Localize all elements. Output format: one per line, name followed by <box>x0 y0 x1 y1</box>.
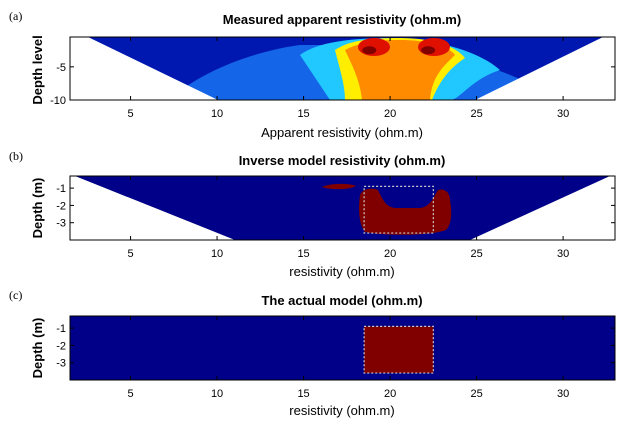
panel-a-ytick-label: -10 <box>50 95 66 107</box>
panel-c-xlabel: resistivity (ohm.m) <box>289 403 394 418</box>
panel-b-mask-left <box>70 176 235 240</box>
panel-a-heatmap <box>70 37 615 100</box>
panel-c-background <box>70 316 615 380</box>
panel-c-title: The actual model (ohm.m) <box>261 293 422 308</box>
panel-c-ylabel: Depth (m) <box>30 318 45 379</box>
panel-c-xtick-label: 25 <box>470 388 482 400</box>
panel-c-xtick-label: 30 <box>557 388 569 400</box>
panel-b-xtick-label: 15 <box>297 248 309 260</box>
panel-b-anomaly <box>359 188 452 235</box>
panel-b-x-ticks: 5 10 15 20 25 30 <box>127 176 569 260</box>
panel-c-heatmap <box>70 316 615 380</box>
panel-c: (c) The actual model (ohm.m) 5 10 15 20 25 30… <box>9 288 616 418</box>
panel-a-title: Measured apparent resistivity (ohm.m) <box>223 12 461 27</box>
panel-b-xtick-label: 10 <box>211 248 223 260</box>
panel-a-letter: (a) <box>9 9 22 23</box>
panel-b-xtick-label: 25 <box>470 248 482 260</box>
panel-c-x-ticks: 5 10 15 20 25 30 <box>127 316 569 400</box>
panel-a-anomaly-peak <box>362 46 377 55</box>
panel-b-ytick-label: -1 <box>56 183 66 195</box>
panel-a-zone-red-right <box>418 38 450 56</box>
panel-b-axes-box <box>69 175 616 241</box>
panel-a-xtick-label: 15 <box>297 108 309 120</box>
panel-a-zone-red-left <box>358 38 390 56</box>
panel-c-xtick-label: 15 <box>297 388 309 400</box>
panel-b-mask-right <box>470 176 615 240</box>
panel-c-xtick-label: 10 <box>211 388 223 400</box>
panel-c-ytick-label: -2 <box>56 340 66 352</box>
panel-c-ytick-label: -1 <box>56 323 66 335</box>
panel-a-mask-right <box>475 37 615 100</box>
panel-a-xtick-label: 30 <box>557 108 569 120</box>
panel-a-mask-left <box>70 37 218 100</box>
panel-a: (a) Measured apparent resistivity (ohm.m… <box>9 9 616 140</box>
panel-b-anomaly-streak <box>322 183 356 190</box>
panel-a-anomaly-peak <box>421 46 436 55</box>
panel-a-y-ticks: -5 -10 <box>50 62 615 107</box>
panel-c-axes-box <box>69 315 616 381</box>
panel-b-y-ticks: -1 -2 -3 <box>56 183 615 230</box>
panel-b-xtick-label: 5 <box>127 248 133 260</box>
panel-b-ytick-label: -3 <box>56 218 66 230</box>
panel-a-ytick-label: -5 <box>56 62 66 74</box>
panel-b-ytick-label: -2 <box>56 200 66 212</box>
panel-a-anomalies <box>362 46 436 55</box>
panel-b-letter: (b) <box>9 149 23 163</box>
panel-c-actual-outline <box>363 325 434 374</box>
panel-c-xtick-label: 20 <box>384 388 396 400</box>
panel-b: (b) Inverse model resistivity (ohm.m) 5 1… <box>9 149 616 279</box>
panel-c-xtick-label: 5 <box>127 388 133 400</box>
panel-c-y-ticks: -1 -2 -3 <box>56 323 615 370</box>
panel-b-title: Inverse model resistivity (ohm.m) <box>239 153 446 168</box>
panel-a-xtick-label: 10 <box>211 108 223 120</box>
panel-b-ylabel: Depth (m) <box>30 178 45 239</box>
panel-c-anomaly <box>364 326 434 374</box>
panel-a-xtick-label: 25 <box>470 108 482 120</box>
panel-b-actual-outline <box>363 185 434 234</box>
panel-a-axes-box <box>69 36 616 101</box>
panel-c-ytick-label: -3 <box>56 358 66 370</box>
panel-a-xtick-label: 20 <box>384 108 396 120</box>
panel-b-heatmap <box>70 176 615 240</box>
panel-a-x-ticks: 5 10 15 20 25 30 <box>127 37 569 120</box>
panel-a-ylabel: Depth level <box>30 35 45 104</box>
panel-a-xtick-label: 5 <box>127 108 133 120</box>
panel-c-letter: (c) <box>9 288 22 302</box>
panel-b-xtick-label: 30 <box>557 248 569 260</box>
panel-a-xlabel: Apparent resistivity (ohm.m) <box>261 125 423 140</box>
panel-b-xlabel: resistivity (ohm.m) <box>289 264 394 279</box>
panel-b-xtick-label: 20 <box>384 248 396 260</box>
